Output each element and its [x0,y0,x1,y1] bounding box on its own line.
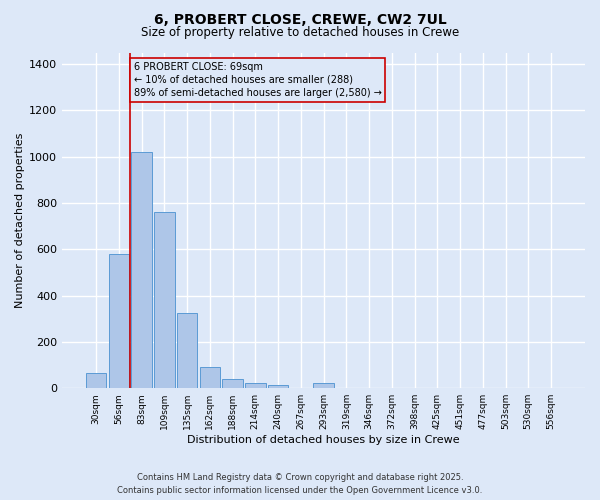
Bar [131,152,152,388]
Bar [109,254,129,388]
Bar [245,383,266,388]
Text: 6 PROBERT CLOSE: 69sqm
← 10% of detached houses are smaller (288)
89% of semi-de: 6 PROBERT CLOSE: 69sqm ← 10% of detached… [134,62,382,98]
Bar [154,212,175,388]
Y-axis label: Number of detached properties: Number of detached properties [15,132,25,308]
Text: 6, PROBERT CLOSE, CREWE, CW2 7UL: 6, PROBERT CLOSE, CREWE, CW2 7UL [154,12,446,26]
Bar [223,380,243,388]
Text: Size of property relative to detached houses in Crewe: Size of property relative to detached ho… [141,26,459,39]
X-axis label: Distribution of detached houses by size in Crewe: Distribution of detached houses by size … [187,435,460,445]
Bar [200,368,220,388]
Text: Contains HM Land Registry data © Crown copyright and database right 2025.
Contai: Contains HM Land Registry data © Crown c… [118,474,482,495]
Bar [268,384,289,388]
Bar [313,383,334,388]
Bar [86,373,106,388]
Bar [177,313,197,388]
